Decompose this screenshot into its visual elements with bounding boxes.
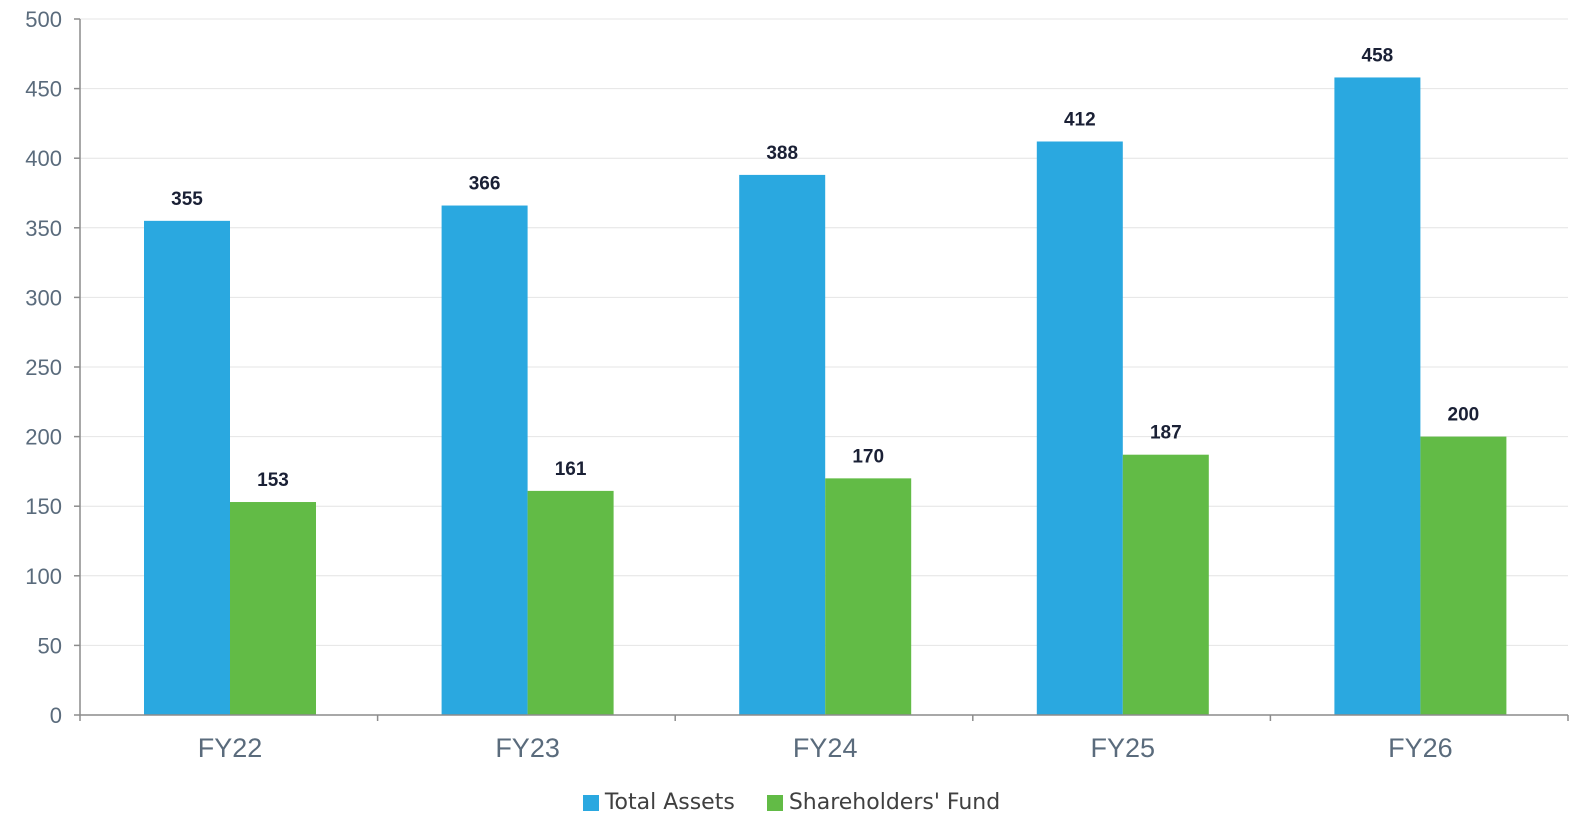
legend: Total Assets Shareholders' Fund	[0, 790, 1583, 815]
data-label-total-assets-fy24: 388	[766, 143, 798, 164]
y-tick-label-450: 450	[25, 77, 62, 102]
y-tick-label-50: 50	[38, 633, 62, 658]
x-tick-label-fy24: FY24	[793, 733, 858, 763]
bar-total-assets-fy23	[442, 206, 528, 715]
legend-item-shareholders-fund: Shareholders' Fund	[767, 790, 1000, 815]
x-tick-label-fy23: FY23	[495, 733, 560, 763]
y-tick-label-150: 150	[25, 494, 62, 519]
data-label-total-assets-fy22: 355	[171, 189, 203, 210]
legend-swatch-shareholders-fund	[767, 795, 783, 811]
data-label-shareholders-fund-fy23: 161	[555, 459, 587, 480]
legend-label-total-assets: Total Assets	[605, 790, 735, 815]
y-tick-label-0: 0	[50, 703, 62, 728]
bars	[144, 77, 1506, 715]
data-label-total-assets-fy25: 412	[1064, 109, 1096, 130]
y-tick-label-200: 200	[25, 425, 62, 450]
y-tick-label-300: 300	[25, 285, 62, 310]
y-tick-label-500: 500	[25, 7, 62, 32]
bar-total-assets-fy26	[1334, 77, 1420, 715]
bar-chart: 0 50 100 150 200 250 300 350 400 450 500 355 153 FY22…	[0, 0, 1583, 780]
data-label-total-assets-fy23: 366	[469, 174, 501, 195]
bar-shareholders-fund-fy26	[1420, 437, 1506, 715]
x-tick-label-fy25: FY25	[1091, 733, 1156, 763]
x-tick-label-fy26: FY26	[1388, 733, 1453, 763]
y-tick-label-250: 250	[25, 355, 62, 380]
data-label-shareholders-fund-fy25: 187	[1150, 423, 1182, 444]
y-tick-label-350: 350	[25, 216, 62, 241]
legend-item-total-assets: Total Assets	[583, 790, 735, 815]
bar-shareholders-fund-fy25	[1123, 455, 1209, 715]
data-label-total-assets-fy26: 458	[1362, 45, 1394, 66]
bar-total-assets-fy24	[739, 175, 825, 715]
data-label-shareholders-fund-fy22: 153	[257, 470, 289, 491]
y-tick-label-400: 400	[25, 146, 62, 171]
data-label-shareholders-fund-fy26: 200	[1448, 405, 1480, 426]
bar-shareholders-fund-fy22	[230, 502, 316, 715]
legend-swatch-total-assets	[583, 795, 599, 811]
bar-total-assets-fy25	[1037, 141, 1123, 715]
y-tick-label-100: 100	[25, 564, 62, 589]
x-tick-label-fy22: FY22	[198, 733, 263, 763]
bar-total-assets-fy22	[144, 221, 230, 715]
legend-label-shareholders-fund: Shareholders' Fund	[789, 790, 1000, 815]
data-label-shareholders-fund-fy24: 170	[852, 446, 884, 467]
bar-shareholders-fund-fy23	[528, 491, 614, 715]
bar-shareholders-fund-fy24	[825, 478, 911, 715]
